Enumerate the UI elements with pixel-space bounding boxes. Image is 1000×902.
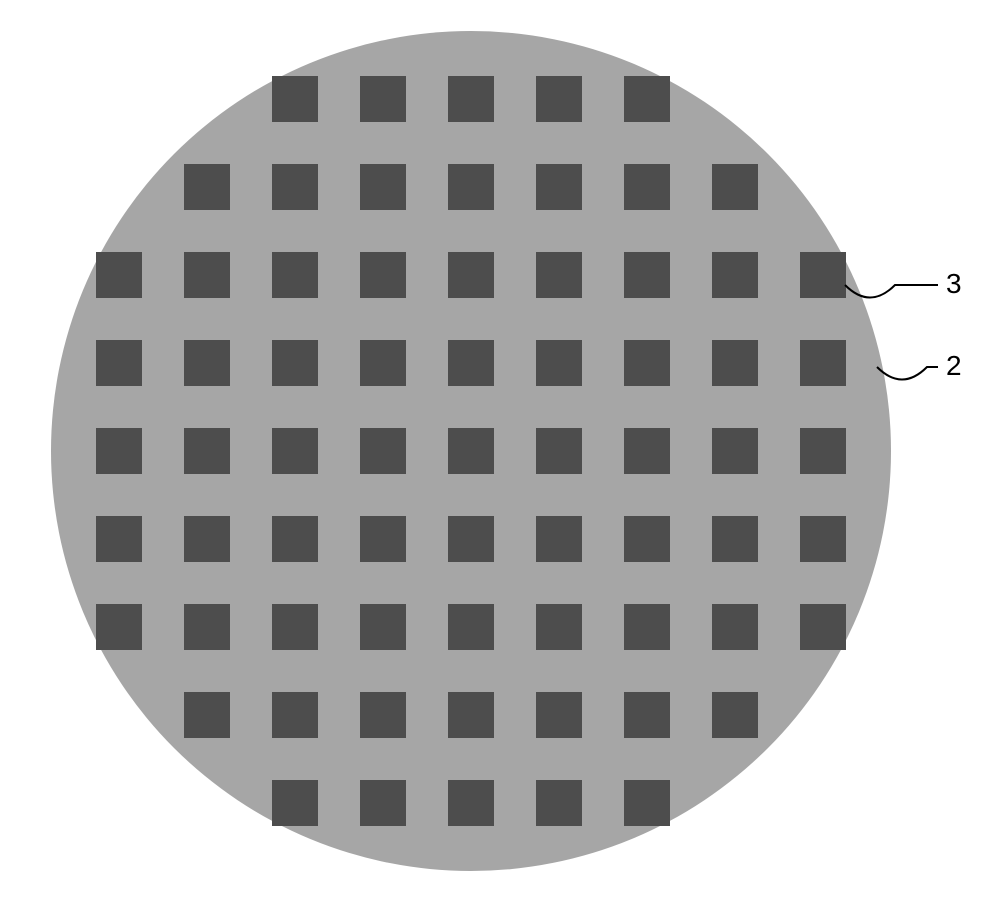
leader-line-2 [877,367,938,380]
die-square [624,164,670,210]
die-square [360,340,406,386]
die-square [360,604,406,650]
die-square [184,692,230,738]
die-square [360,516,406,562]
die-square [800,604,846,650]
die-square [624,692,670,738]
die-square [624,780,670,826]
die-square [624,340,670,386]
die-square [360,780,406,826]
die-square [712,428,758,474]
die-square [272,340,318,386]
die-square [536,340,582,386]
callout-label-3: 3 [946,268,962,300]
wafer-diagram: 3 2 [0,0,1000,902]
die-square [360,252,406,298]
die-square [272,164,318,210]
die-square [536,604,582,650]
die-square [272,604,318,650]
die-square [96,428,142,474]
die-square [536,428,582,474]
die-square [448,340,494,386]
die-square [536,76,582,122]
die-square [184,164,230,210]
die-square [712,604,758,650]
die-square [712,252,758,298]
die-square [448,692,494,738]
die-square [272,780,318,826]
die-square [96,516,142,562]
die-square [360,692,406,738]
die-square [800,428,846,474]
die-square [96,340,142,386]
die-square [624,252,670,298]
die-square [536,516,582,562]
die-square [448,780,494,826]
die-square [536,780,582,826]
die-square [184,340,230,386]
die-square [184,252,230,298]
die-square [272,516,318,562]
die-square [624,516,670,562]
diagram-svg [0,0,1000,902]
die-square [360,164,406,210]
die-square [448,604,494,650]
die-square [184,428,230,474]
die-square [624,428,670,474]
die-square [448,428,494,474]
die-square [712,516,758,562]
die-square [272,252,318,298]
die-square [624,604,670,650]
die-square [448,516,494,562]
die-square [800,252,846,298]
die-square [184,516,230,562]
die-square [712,340,758,386]
die-square [96,604,142,650]
die-square [624,76,670,122]
die-square [712,164,758,210]
die-square [360,76,406,122]
die-square [448,164,494,210]
die-square [536,164,582,210]
die-square [800,340,846,386]
die-square [96,252,142,298]
die-square [184,604,230,650]
die-square [712,692,758,738]
die-square [536,252,582,298]
die-square [272,692,318,738]
die-square [272,428,318,474]
die-square [536,692,582,738]
die-square [272,76,318,122]
die-square [800,516,846,562]
die-square [448,76,494,122]
dies-grid [96,76,846,826]
die-square [448,252,494,298]
callout-label-2: 2 [946,350,962,382]
die-square [360,428,406,474]
